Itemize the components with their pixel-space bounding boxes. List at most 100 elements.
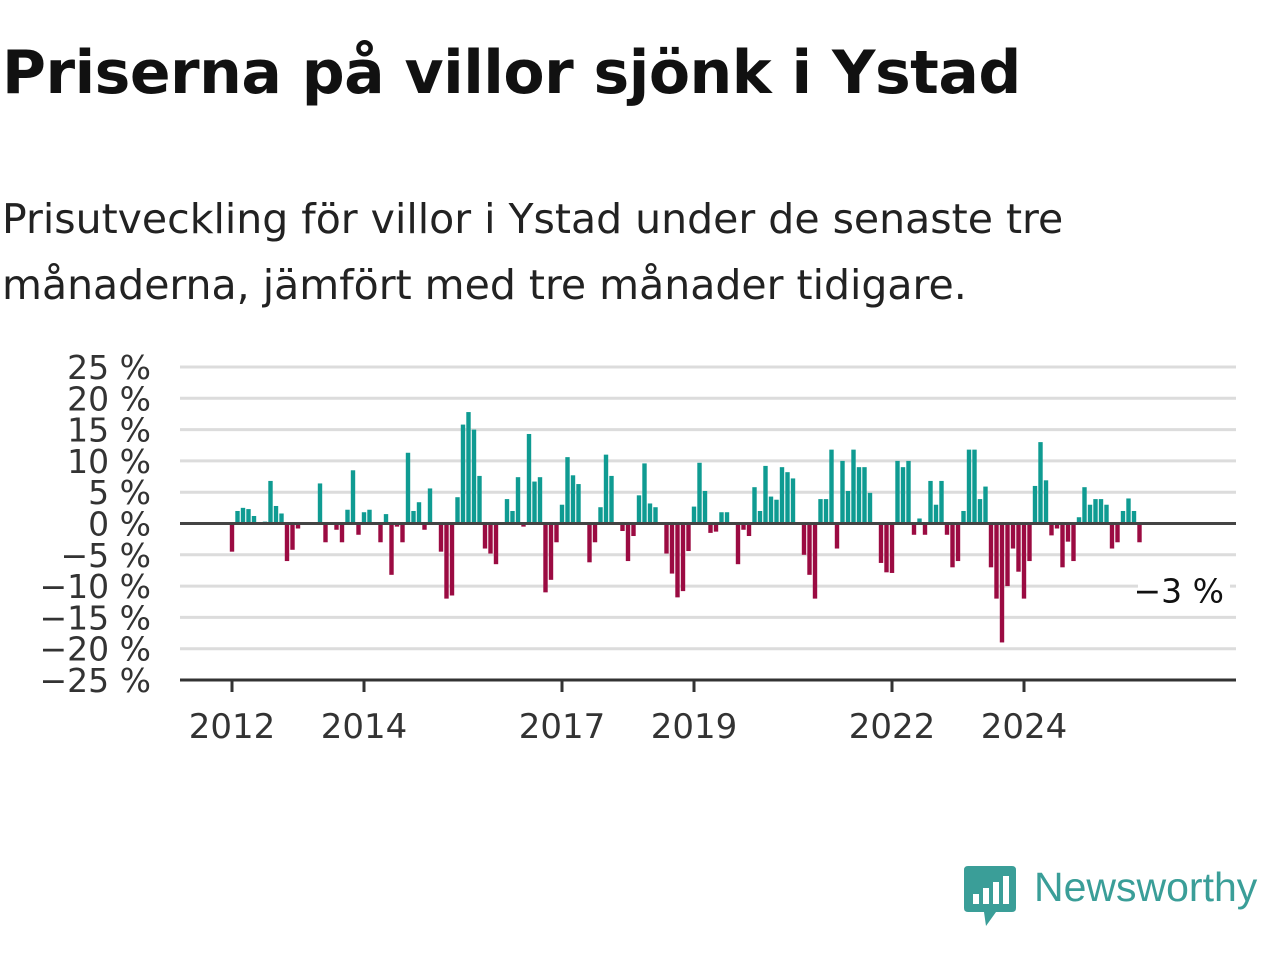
- bar: [1005, 523, 1010, 587]
- bar: [592, 523, 598, 543]
- x-tick-label: 2019: [651, 707, 738, 747]
- bars: [229, 412, 1142, 643]
- bar: [1087, 504, 1093, 524]
- bar: [752, 487, 757, 524]
- bar: [427, 488, 433, 524]
- x-tick-label: 2022: [849, 707, 936, 747]
- bar: [939, 480, 944, 524]
- y-tick-label: −15 %: [40, 598, 152, 637]
- bar: [922, 523, 928, 535]
- y-tick-label: 5 %: [88, 473, 151, 512]
- last-value-label-background: [1138, 570, 1230, 613]
- y-tick-label: 20 %: [67, 379, 151, 418]
- bar: [999, 523, 1005, 643]
- bar: [829, 449, 834, 524]
- bar: [790, 478, 796, 524]
- bar: [779, 467, 785, 524]
- bar: [664, 523, 669, 554]
- bar: [1098, 499, 1104, 524]
- bar: [691, 506, 697, 524]
- bar: [532, 481, 537, 524]
- bar: [675, 523, 680, 598]
- bar: [785, 472, 790, 524]
- bar: [1076, 517, 1082, 524]
- grid-lines: [180, 365, 1236, 651]
- bar: [840, 460, 845, 524]
- bar-chart: 25 %20 %15 %10 %5 %0 %−5 %−10 %−15 %−20 …: [40, 348, 1236, 747]
- bar: [950, 523, 955, 568]
- bar: [702, 490, 708, 524]
- bar: [565, 457, 570, 524]
- bar: [862, 467, 867, 524]
- y-tick-label: −10 %: [40, 567, 152, 606]
- y-tick-label: 15 %: [67, 411, 151, 450]
- bar: [378, 523, 383, 543]
- bar: [878, 523, 884, 563]
- bar: [719, 512, 724, 524]
- bar: [625, 523, 631, 562]
- bar: [543, 523, 548, 593]
- bar: [620, 523, 625, 532]
- bar: [889, 523, 895, 573]
- bar: [537, 477, 543, 524]
- bar: [856, 467, 862, 524]
- bar: [680, 523, 686, 592]
- bar: [1027, 523, 1032, 562]
- bar: [460, 424, 466, 524]
- bar: [1038, 442, 1043, 524]
- bar: [1137, 523, 1142, 543]
- bar: [295, 523, 301, 529]
- bar: [570, 475, 576, 524]
- bar: [246, 509, 251, 524]
- bar: [1010, 523, 1016, 549]
- bar: [1021, 523, 1027, 599]
- y-tick-label: −25 %: [40, 661, 152, 700]
- bar: [361, 512, 367, 524]
- bar: [845, 490, 851, 524]
- bar: [724, 512, 730, 524]
- x-tick-label: 2012: [189, 707, 276, 747]
- bar: [576, 484, 581, 524]
- bar: [1043, 480, 1049, 524]
- x-tick-label: 2024: [981, 707, 1068, 747]
- bar: [741, 523, 746, 530]
- bar: [548, 523, 554, 580]
- bar: [851, 449, 856, 524]
- bar: [323, 523, 328, 543]
- bar: [416, 502, 422, 524]
- bar: [477, 475, 482, 524]
- bar: [713, 523, 719, 532]
- bar: [279, 513, 284, 524]
- bar: [1065, 523, 1071, 542]
- newsworthy-logo: Newsworthy: [964, 864, 1280, 928]
- y-tick-label: −5 %: [61, 536, 152, 575]
- bar: [933, 504, 939, 524]
- bar: [251, 515, 257, 524]
- bar: [598, 507, 603, 524]
- bar: [1131, 510, 1137, 524]
- bar: [609, 475, 614, 524]
- bar: [603, 454, 609, 524]
- bar: [928, 480, 933, 524]
- bar: [405, 452, 411, 524]
- bar: [559, 504, 565, 524]
- bar: [334, 523, 339, 530]
- bar: [1054, 523, 1060, 529]
- bar: [493, 523, 499, 565]
- bar: [807, 523, 812, 575]
- bar: [411, 510, 416, 524]
- bar: [504, 499, 510, 524]
- bar: [1120, 510, 1126, 524]
- bar: [636, 495, 642, 524]
- bar: [1104, 504, 1109, 524]
- bar: [438, 523, 444, 552]
- bar: [917, 518, 922, 524]
- bar: [1060, 523, 1065, 568]
- bar: [422, 523, 427, 530]
- bar: [757, 510, 763, 524]
- bar: [449, 523, 455, 596]
- bar: [400, 523, 405, 543]
- bar: [235, 510, 240, 524]
- bar: [389, 523, 394, 575]
- bar: [587, 523, 592, 563]
